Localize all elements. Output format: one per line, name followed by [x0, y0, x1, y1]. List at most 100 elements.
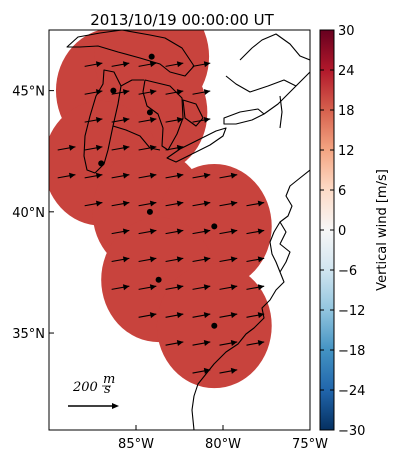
latitude-tick-label: 45°N	[12, 85, 45, 100]
wind-vector-head	[257, 284, 265, 291]
wind-vectors	[57, 61, 265, 374]
wind-vector-head	[203, 61, 211, 68]
wind-vector-head	[176, 228, 184, 235]
wind-vector-head	[149, 117, 157, 123]
scale-arrow-unit-num: m	[103, 372, 115, 387]
wind-vector-head	[149, 61, 157, 68]
lake-superior-shore	[66, 30, 195, 77]
wind-vector-head	[203, 172, 211, 179]
wind-vector-head	[122, 61, 130, 68]
st-lawrence-shore	[263, 71, 310, 115]
wind-vector-head	[95, 89, 103, 96]
colorbar-tick-label: −18	[338, 344, 365, 359]
wind-vector-head	[203, 228, 211, 235]
wind-vector-head	[230, 284, 238, 291]
colorbar: 30 24 18 12 6 0 −6 −12 −18 −24 −30 Vertical wind […	[319, 24, 390, 439]
wind-vector-head	[203, 284, 211, 291]
wind-vector-head	[122, 144, 130, 151]
station-marker	[155, 276, 162, 283]
wind-vector-head	[122, 89, 130, 96]
wind-vector-head	[257, 256, 265, 263]
colorbar-label: Vertical wind [m/s]	[375, 169, 390, 291]
latitude-axis: 45°N 40°N 35°N	[12, 85, 54, 342]
wind-vector-head	[176, 200, 184, 207]
wind-vector-head	[176, 61, 184, 68]
wind-vector-head	[122, 172, 130, 179]
colorbar-ticks: 30 24 18 12 6 0 −6 −12 −18 −24 −30	[320, 24, 365, 439]
chesapeake-bay	[269, 221, 281, 273]
station-marker	[211, 322, 218, 329]
wind-vector-head	[95, 144, 103, 151]
colorbar-tick-label: −30	[338, 424, 365, 439]
wind-vector-head	[203, 89, 211, 96]
wind-vector-head	[176, 144, 184, 151]
wind-vector-head	[203, 200, 211, 207]
station-marker	[148, 53, 155, 60]
wind-vector-head	[149, 256, 157, 263]
stations	[98, 53, 218, 329]
colorbar-tick-label: 12	[338, 144, 355, 159]
wind-vector-head	[95, 200, 103, 207]
station-marker	[146, 109, 153, 116]
wind-vector-head	[176, 256, 184, 263]
wind-vector-head	[149, 172, 157, 179]
wind-vector-head	[230, 228, 238, 235]
map-title: 2013/10/19 00:00:00 UT	[90, 11, 274, 29]
northeast-coast	[225, 33, 310, 93]
scale-arrow-value: 200	[72, 380, 98, 395]
wind-vector-head	[68, 172, 76, 179]
wind-vector-head	[257, 312, 265, 319]
wind-vector-head	[176, 89, 184, 96]
lake-huron-shore	[142, 79, 184, 151]
wind-vector-head	[149, 228, 157, 235]
wind-vector-head	[149, 144, 157, 151]
lake-erie-shore	[166, 127, 227, 163]
wind-vector-head	[257, 340, 265, 346]
wind-vector-head	[149, 200, 157, 207]
wind-vector-head	[122, 228, 130, 235]
latitude-tick-label: 40°N	[12, 206, 45, 221]
wind-vector-head	[257, 228, 265, 235]
wind-vector-head	[95, 61, 103, 68]
wind-vector-head	[95, 117, 103, 123]
colorbar-tick-label: 6	[338, 184, 346, 199]
colorbar-tick-label: −6	[338, 264, 357, 279]
scale-arrow-unit-den: s	[104, 382, 111, 397]
wind-vector-head	[95, 172, 103, 179]
wind-vector-head	[230, 172, 238, 179]
wind-vector-head	[203, 117, 211, 123]
wind-vector-head	[230, 312, 238, 319]
longitude-tick-label: 80°W	[205, 437, 241, 452]
wind-vector-head	[149, 284, 157, 291]
wind-vector-head	[122, 200, 130, 207]
wind-vector-head	[257, 200, 265, 207]
scale-arrow-head	[112, 403, 119, 409]
wind-vector-head	[203, 256, 211, 263]
longitude-axis: 85°W 80°W 75°W	[118, 425, 328, 452]
georgian-bay-shore	[182, 99, 204, 127]
wind-vector-head	[230, 367, 238, 374]
colorbar-tick-label: 30	[338, 24, 355, 39]
station-marker	[146, 208, 153, 215]
wind-vector-head	[230, 256, 238, 263]
wind-vector-head	[149, 312, 157, 319]
wind-vector-head	[203, 340, 211, 346]
scale-arrow: 200 m s	[68, 372, 119, 409]
longitude-tick-label: 75°W	[292, 437, 328, 452]
wind-vector-head	[149, 89, 157, 96]
wind-vector-head	[176, 284, 184, 291]
colorbar-tick-label: −12	[338, 304, 365, 319]
station-marker	[98, 160, 105, 167]
wind-vector-head	[122, 117, 130, 123]
station-marker	[110, 87, 117, 94]
wind-vector-head	[68, 144, 76, 151]
wind-vector-head	[203, 312, 211, 319]
wind-vector-head	[176, 340, 184, 346]
wind-vector-head	[230, 340, 238, 346]
wind-vector-head	[203, 367, 211, 374]
wind-vector-head	[230, 200, 238, 207]
colorbar-tick-label: 18	[338, 104, 355, 119]
lake-michigan-shore	[83, 69, 122, 174]
longitude-tick-label: 85°W	[118, 437, 154, 452]
